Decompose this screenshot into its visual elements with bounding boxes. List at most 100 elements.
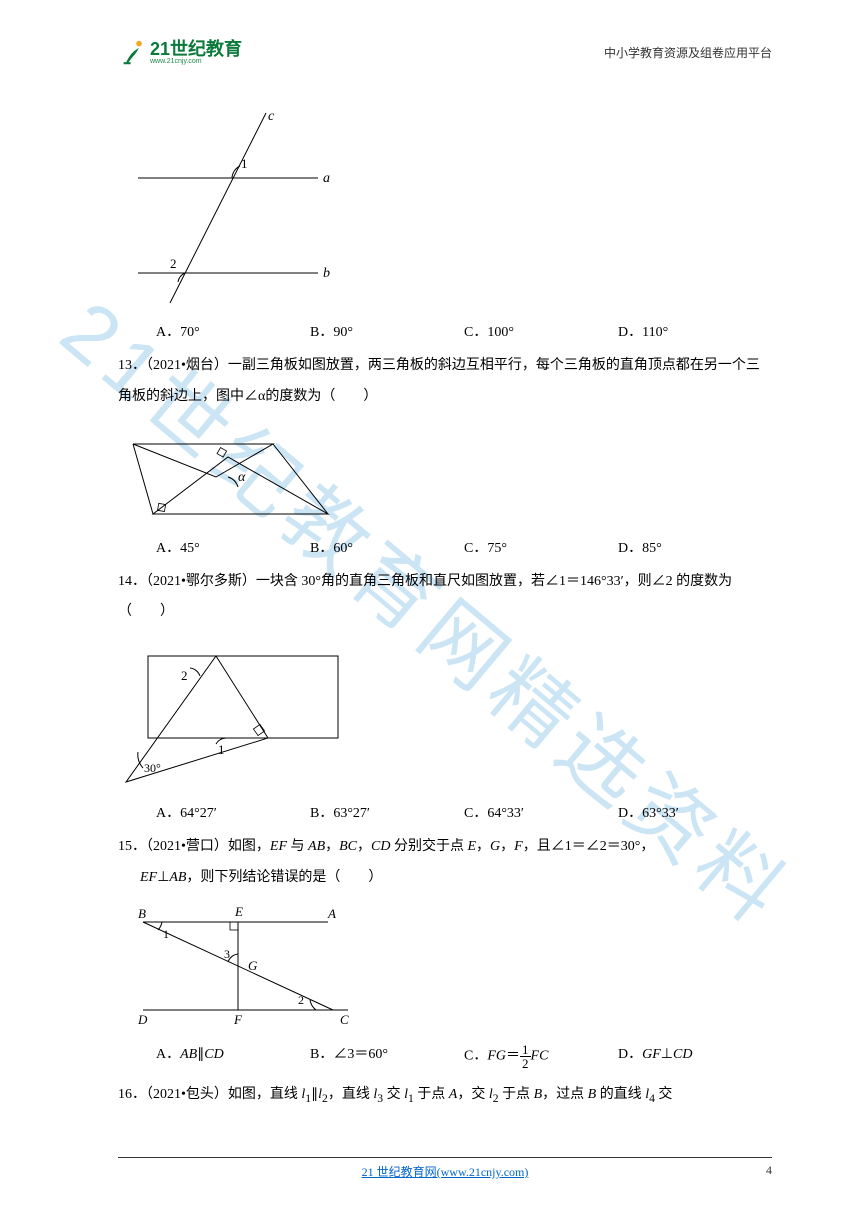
q15-choice-b: B．∠3＝60°	[310, 1043, 464, 1070]
page-header: 21世纪教育 www.21cnjy.com 中小学教育资源及组卷应用平台	[118, 38, 772, 66]
fraction: 12	[520, 1043, 531, 1070]
q12-choice-b: B．90°	[310, 321, 464, 341]
svg-text:2: 2	[298, 993, 304, 1007]
q16-t8: 的直线	[596, 1087, 645, 1102]
q14-choices: A．64°27′ B．63°27′ C．64°33′ D．63°33′	[118, 802, 772, 822]
svg-text:30°: 30°	[144, 761, 161, 775]
q16-bb: B	[588, 1087, 597, 1102]
q15-t8: ，且∠1＝∠2＝30°，	[523, 839, 655, 854]
q15-choice-d: D．GF⊥CD	[618, 1043, 772, 1070]
q15-t7: ，	[500, 839, 514, 854]
q15-choice-c: C．FG＝12FC	[464, 1043, 618, 1070]
q15-cd: CD	[371, 839, 390, 854]
q13-choice-a: A．45°	[156, 537, 310, 557]
svg-text:c: c	[268, 109, 275, 124]
svg-text:3: 3	[224, 947, 230, 961]
q16-t5: ，交	[457, 1087, 489, 1102]
q12-choice-c: C．100°	[464, 321, 618, 341]
q15-t6: ，	[476, 839, 490, 854]
logo-main: 21世纪教育	[150, 40, 242, 58]
q15-d-gf: GF	[642, 1047, 661, 1062]
q14-choice-c: C．64°33′	[464, 802, 618, 822]
q15-f: F	[514, 839, 523, 854]
q15-t2: 与	[287, 839, 308, 854]
q16-t9: 交	[655, 1087, 673, 1102]
q13-choice-d: D．85°	[618, 537, 772, 557]
q15-l2b: AB	[169, 870, 186, 885]
q15-a-cd: CD	[204, 1047, 223, 1062]
q14-text: 14．（2021•鄂尔多斯）一块含 30°角的直角三角板和直尺如图放置，若∠1＝…	[118, 567, 772, 629]
footer-link[interactable]: 21 世纪教育网(www.21cnjy.com)	[362, 1163, 529, 1180]
q16-t7: ，过点	[542, 1087, 588, 1102]
q15-d-cd: CD	[673, 1047, 692, 1062]
q15-l2a: EF	[140, 870, 157, 885]
content-area: a b c 1 2 A．70° B．90° C．100° D．110° 13．（…	[118, 108, 772, 1117]
svg-text:2: 2	[181, 668, 188, 683]
logo: 21世纪教育 www.21cnjy.com	[118, 38, 242, 66]
header-tagline: 中小学教育资源及组卷应用平台	[604, 44, 772, 61]
q15-l2c: ，则下列结论错误的是（ ）	[186, 870, 382, 885]
q13-choice-c: C．75°	[464, 537, 618, 557]
q15-ef: EF	[270, 839, 287, 854]
q15-t4: ，	[357, 839, 371, 854]
q15-g: G	[490, 839, 500, 854]
q15-t1: 15．（2021•营口）如图，	[118, 839, 270, 854]
logo-url: www.21cnjy.com	[150, 58, 242, 65]
page-footer: 21 世纪教育网(www.21cnjy.com) 4	[118, 1157, 772, 1178]
q14-choice-d: D．63°33′	[618, 802, 772, 822]
q15-ab: AB	[308, 839, 325, 854]
q16-t2: ，直线	[328, 1087, 374, 1102]
svg-text:C: C	[340, 1012, 349, 1027]
q14-choice-b: B．63°27′	[310, 802, 464, 822]
q14-figure: 30° 1 2	[118, 634, 772, 794]
q14-choice-a: A．64°27′	[156, 802, 310, 822]
svg-text:D: D	[137, 1012, 148, 1027]
q12-choice-d: D．110°	[618, 321, 772, 341]
q12-choices: A．70° B．90° C．100° D．110°	[118, 321, 772, 341]
q15-d-pre: D．	[618, 1047, 642, 1062]
svg-text:1: 1	[218, 742, 225, 757]
q15-choices: A．AB∥CD B．∠3＝60° C．FG＝12FC D．GF⊥CD	[118, 1043, 772, 1070]
logo-runner-icon	[118, 38, 146, 66]
q15-text: 15．（2021•营口）如图，EF 与 AB，BC，CD 分别交于点 E，G，F…	[118, 832, 772, 894]
page-number: 4	[766, 1163, 772, 1178]
q15-e: E	[467, 839, 476, 854]
q13-figure: α	[118, 419, 772, 529]
q15-figure: B E A D F C G 1 2 3	[118, 900, 772, 1035]
q15-c-fc: FC	[531, 1049, 549, 1064]
svg-text:E: E	[234, 904, 243, 919]
q12-choice-a: A．70°	[156, 321, 310, 341]
q16-t4: 于点	[414, 1087, 449, 1102]
q15-d-perp: ⊥	[661, 1047, 673, 1062]
q13-text: 13．（2021•烟台）一副三角板如图放置，两三角板的斜边互相平行，每个三角板的…	[118, 351, 772, 413]
svg-text:1: 1	[241, 156, 248, 171]
q16-b: B	[534, 1087, 543, 1102]
q15-c-pre: C．	[464, 1049, 487, 1064]
svg-text:α: α	[238, 470, 246, 485]
q16-t1: 16．（2021•包头）如图，直线	[118, 1087, 301, 1102]
q16-t3: 交	[383, 1087, 404, 1102]
q15-choice-a: A．AB∥CD	[156, 1043, 310, 1070]
svg-text:1: 1	[163, 927, 169, 941]
q15-perp: ⊥	[157, 870, 169, 885]
svg-text:G: G	[248, 958, 258, 973]
q12-figure: a b c 1 2	[118, 108, 772, 313]
q15-a-ab: AB	[180, 1047, 197, 1062]
frac-num: 1	[520, 1043, 531, 1057]
svg-text:a: a	[323, 171, 330, 186]
svg-text:B: B	[138, 906, 146, 921]
svg-text:F: F	[233, 1012, 243, 1027]
svg-text:2: 2	[170, 256, 177, 271]
q16-t6: 于点	[499, 1087, 534, 1102]
frac-den: 2	[520, 1057, 531, 1070]
q16-text: 16．（2021•包头）如图，直线 l1∥l2，直线 l3 交 l1 于点 A，…	[118, 1080, 772, 1111]
q13-choice-b: B．60°	[310, 537, 464, 557]
q15-t5: 分别交于点	[390, 839, 467, 854]
svg-text:A: A	[327, 906, 336, 921]
q15-c-fg: FG	[487, 1049, 506, 1064]
q15-a-pre: A．	[156, 1047, 180, 1062]
svg-text:b: b	[323, 266, 330, 281]
q13-choices: A．45° B．60° C．75° D．85°	[118, 537, 772, 557]
q15-t3: ，	[325, 839, 339, 854]
q15-c-eq: ＝	[506, 1049, 520, 1064]
